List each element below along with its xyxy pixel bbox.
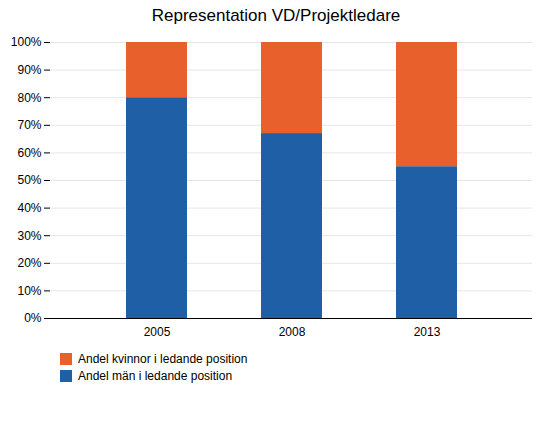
svg-text:20%: 20% (17, 256, 41, 270)
svg-text:10%: 10% (17, 284, 41, 298)
svg-text:2008: 2008 (279, 325, 306, 339)
html-text:Andel kvinnor i ledande positi: Andel kvinnor i ledande position (78, 352, 248, 366)
svg-text:70%: 70% (17, 118, 41, 132)
svg-text:50%: 50% (17, 173, 41, 187)
svg-text:30%: 30% (17, 229, 41, 243)
svg-text:2013: 2013 (414, 325, 441, 339)
svg-text:60%: 60% (17, 146, 41, 160)
svg-text:80%: 80% (17, 91, 41, 105)
html-text:Andel män i ledande position: Andel män i ledande position (78, 369, 233, 383)
svg-text:2005: 2005 (144, 325, 171, 339)
svg-text:0%: 0% (24, 311, 42, 325)
html-text:Representation VD/Projektledar: Representation VD/Projektledare (151, 6, 401, 25)
svg-text:90%: 90% (17, 63, 41, 77)
svg-text:40%: 40% (17, 201, 41, 215)
svg-text:100%: 100% (11, 35, 42, 49)
